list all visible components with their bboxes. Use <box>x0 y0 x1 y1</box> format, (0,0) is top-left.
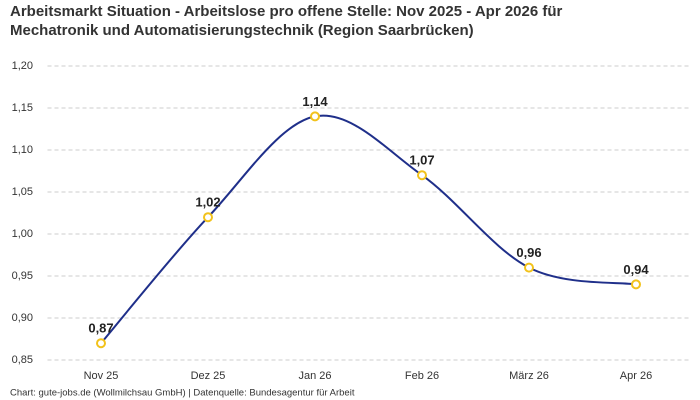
data-label: 0,94 <box>623 262 649 277</box>
data-label: 0,96 <box>516 245 541 260</box>
data-label: 1,14 <box>302 94 328 109</box>
y-tick-label: 1,05 <box>12 186 33 198</box>
y-tick-label: 0,85 <box>12 354 33 366</box>
source: Chart: gute-jobs.de (Wollmilchsau GmbH) … <box>10 388 355 399</box>
point <box>417 170 427 181</box>
point <box>631 279 641 290</box>
x-tick-label: März 26 <box>509 370 549 382</box>
y-tick-label: 0,95 <box>12 270 33 282</box>
point <box>310 111 320 122</box>
x-tick-label: Feb 26 <box>405 370 439 382</box>
y-tick-label: 1,15 <box>12 102 33 114</box>
data-label: 0,87 <box>88 321 113 336</box>
chart-title: Arbeitsmarkt Situation - Arbeitslose pro… <box>10 3 563 39</box>
x-tick-label: Nov 25 <box>84 370 119 382</box>
data-label: 1,07 <box>409 153 434 168</box>
y-tick-label: 1,00 <box>12 228 33 240</box>
y-tick-label: 1,20 <box>12 60 33 72</box>
data-label: 1,02 <box>195 195 220 210</box>
x-tick-label: Jan 26 <box>298 370 331 382</box>
y-tick-label: 1,10 <box>12 144 33 156</box>
x-tick-label: Apr 26 <box>620 370 652 382</box>
x-tick-label: Dez 25 <box>191 370 226 382</box>
y-tick-label: 0,90 <box>12 312 33 324</box>
point <box>203 212 213 223</box>
point <box>96 338 106 349</box>
point <box>524 262 534 273</box>
